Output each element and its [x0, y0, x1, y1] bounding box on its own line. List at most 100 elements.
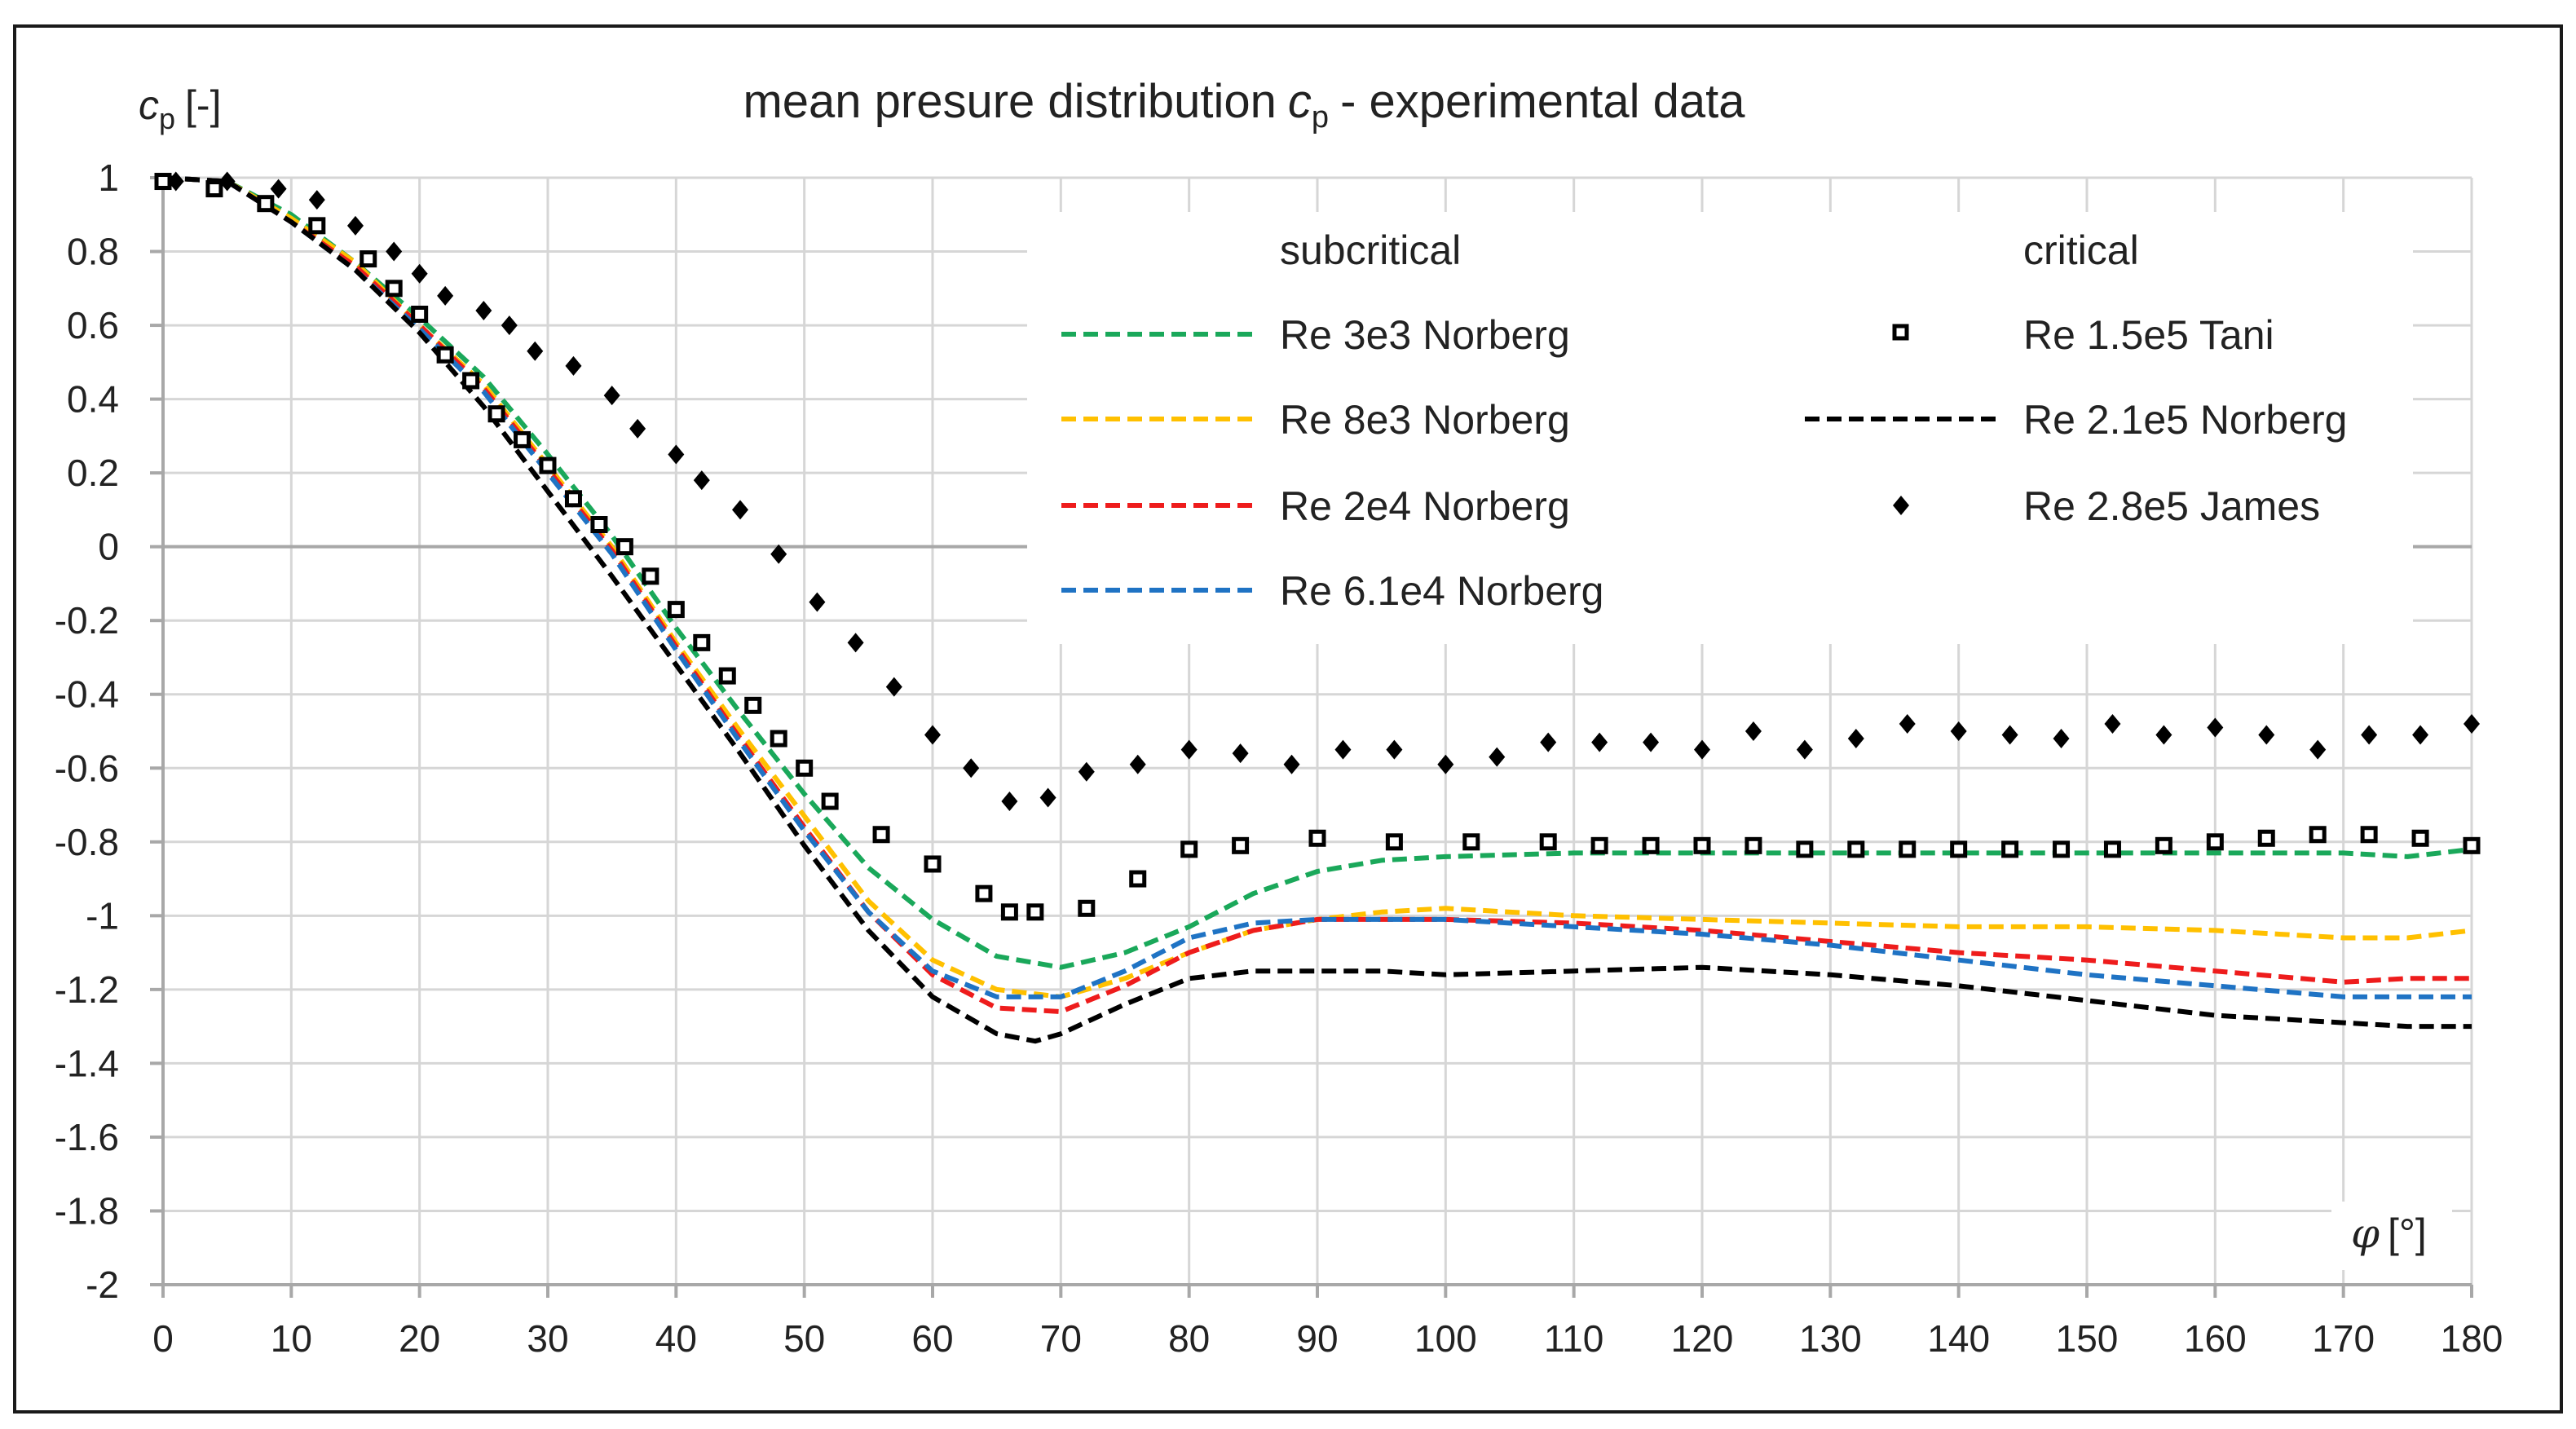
- data-point-square: [2257, 829, 2275, 847]
- data-point-square: [1129, 870, 1147, 888]
- data-point-diamond: [475, 300, 492, 320]
- x-tick-label: 170: [2312, 1317, 2375, 1360]
- data-point-diamond: [2001, 725, 2018, 745]
- y-tick-label: -2: [86, 1264, 119, 1306]
- data-point-diamond: [2258, 725, 2275, 745]
- data-point-square: [693, 633, 711, 651]
- series-re-2-1e5-norberg: [162, 175, 2472, 1044]
- data-point-diamond: [386, 241, 403, 262]
- data-point-square: [2206, 833, 2224, 851]
- x-tick-label: 50: [783, 1317, 825, 1360]
- data-point-diamond: [218, 171, 236, 192]
- data-point-square: [796, 759, 814, 777]
- data-point-diamond: [2207, 717, 2224, 738]
- data-point-diamond: [527, 341, 544, 361]
- data-point-square: [1796, 840, 1814, 858]
- data-point-square: [487, 405, 505, 423]
- y-tick-label: -1: [86, 894, 119, 937]
- data-point-square: [2155, 836, 2172, 854]
- x-tick-label: 60: [911, 1317, 953, 1360]
- x-tick-label: 150: [2056, 1317, 2119, 1360]
- x-tick-label: 110: [1544, 1317, 1603, 1360]
- y-tick-label: -1.2: [55, 968, 119, 1011]
- y-tick-label: 0.6: [67, 304, 119, 346]
- data-point-square: [1385, 833, 1403, 851]
- x-tick-label: 20: [399, 1317, 440, 1360]
- data-point-diamond: [770, 544, 787, 564]
- data-point-square: [1078, 899, 1096, 917]
- data-point-diamond: [1796, 739, 1813, 760]
- data-point-diamond: [1489, 747, 1506, 767]
- data-point-diamond: [167, 171, 184, 192]
- data-point-square: [642, 567, 659, 585]
- y-axis-label: cp [-]: [139, 82, 221, 135]
- data-point-square: [1590, 836, 1608, 854]
- data-point-diamond: [565, 355, 582, 376]
- data-point-square: [2053, 840, 2071, 858]
- x-tick-label: 90: [1296, 1317, 1338, 1360]
- chart-title: mean presure distribution cp - experimenta…: [743, 75, 1745, 135]
- data-point-diamond: [1694, 739, 1710, 760]
- series-re-1-5e5-tani: [154, 173, 2481, 921]
- data-point-square: [2411, 829, 2429, 847]
- data-point-square: [539, 456, 557, 474]
- legend-heading-subcritical: subcritical: [1280, 227, 1461, 273]
- y-tick-label: -1.8: [55, 1189, 119, 1232]
- data-point-diamond: [2309, 739, 2327, 760]
- legend-swatch-james: [1893, 496, 1909, 515]
- data-point-diamond: [1129, 754, 1146, 774]
- x-tick-label: 100: [1414, 1317, 1477, 1360]
- data-point-square: [411, 305, 429, 323]
- x-tick-label: 160: [2184, 1317, 2247, 1360]
- data-point-square: [1847, 840, 1865, 858]
- title-symbol-sub: p: [1312, 100, 1329, 135]
- data-point-square: [821, 792, 839, 810]
- title-main: mean presure distribution: [743, 75, 1276, 128]
- title-symbol: c: [1288, 75, 1312, 128]
- data-point-square: [514, 430, 532, 448]
- y-tick-label: 0.4: [67, 378, 119, 421]
- y-axis-unit: [-]: [185, 82, 221, 128]
- data-point-diamond: [308, 190, 325, 210]
- tick-labels: 0 10 20 30 40 50 60 70 80 90 100 110 120 130 140 150 160…: [55, 157, 2503, 1360]
- legend-label-james: Re 2.8e5 James: [2023, 483, 2320, 529]
- data-point-square: [564, 490, 582, 508]
- data-point-diamond: [1039, 787, 1056, 808]
- data-point-square: [1693, 836, 1711, 854]
- data-point-diamond: [437, 285, 454, 306]
- data-point-diamond: [847, 633, 864, 653]
- data-point-diamond: [501, 315, 518, 336]
- data-point-diamond: [629, 418, 646, 439]
- series: [154, 171, 2481, 1044]
- legend-label-re3e3: Re 3e3 Norberg: [1280, 312, 1570, 358]
- y-axis-symbol: c: [139, 82, 159, 128]
- title-suffix: - experimental data: [1340, 75, 1745, 128]
- data-point-diamond: [1847, 729, 1864, 749]
- legend-swatch-tani: [1892, 324, 1909, 341]
- data-point-square: [2463, 836, 2481, 854]
- data-point-diamond: [1334, 739, 1352, 760]
- legend-label-re6e4: Re 6.1e4 Norberg: [1280, 568, 1603, 614]
- data-point-square: [154, 173, 172, 191]
- data-point-square: [667, 601, 685, 619]
- x-tick-label: 130: [1799, 1317, 1862, 1360]
- data-point-diamond: [2464, 713, 2480, 734]
- data-point-diamond: [1001, 792, 1018, 812]
- legend-label-re8e3: Re 8e3 Norberg: [1280, 397, 1570, 443]
- data-point-square: [205, 180, 223, 198]
- data-point-diamond: [2155, 725, 2172, 745]
- x-tick-label: 10: [271, 1317, 312, 1360]
- y-tick-label: -1.6: [55, 1116, 119, 1158]
- x-tick-label: 120: [1671, 1317, 1734, 1360]
- x-tick-label: 180: [2441, 1317, 2503, 1360]
- data-point-square: [1000, 903, 1018, 921]
- data-point-diamond: [2104, 713, 2121, 734]
- data-point-square: [1308, 829, 1326, 847]
- data-point-square: [2001, 840, 2019, 858]
- data-point-square: [872, 826, 890, 844]
- x-axis-label: φ [°]: [2351, 1210, 2427, 1257]
- data-point-square: [1950, 840, 1968, 858]
- data-point-square: [1026, 903, 1044, 921]
- data-point-square: [744, 696, 762, 714]
